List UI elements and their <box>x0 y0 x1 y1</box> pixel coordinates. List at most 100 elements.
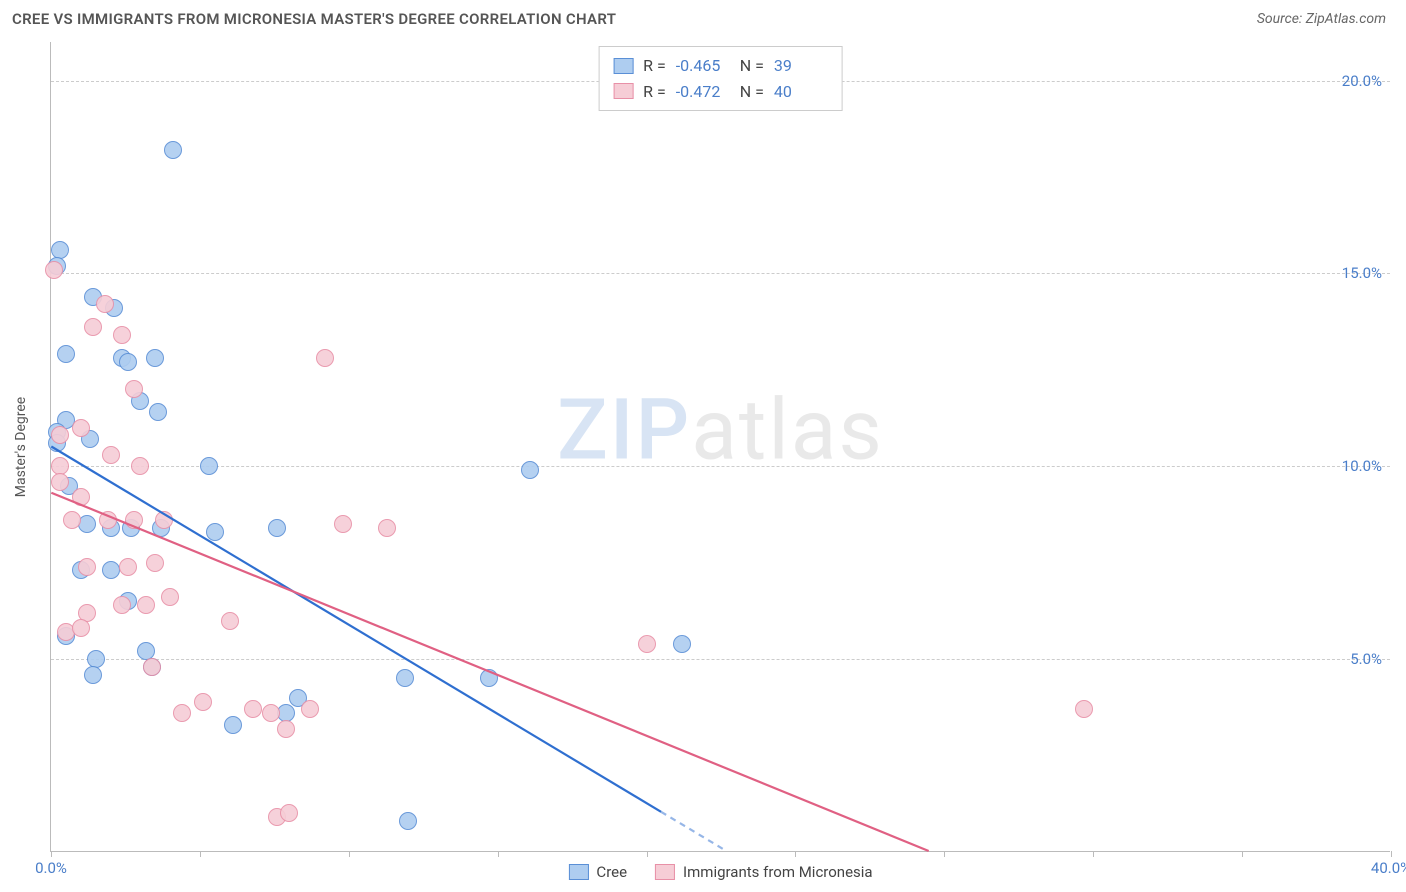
gridline-y <box>51 466 1390 467</box>
data-point-cree <box>146 349 164 367</box>
data-point-cree <box>521 461 539 479</box>
stats-legend: R = -0.465 N = 39 R = -0.472 N = 40 <box>598 46 843 111</box>
data-point-cree <box>102 561 120 579</box>
data-point-micronesia <box>146 554 164 572</box>
data-point-micronesia <box>143 658 161 676</box>
x-tick <box>349 851 350 857</box>
data-point-micronesia <box>262 704 280 722</box>
data-point-micronesia <box>334 515 352 533</box>
data-point-micronesia <box>72 619 90 637</box>
n-value: 39 <box>774 53 828 79</box>
y-tick-label: 5.0% <box>1350 650 1382 668</box>
data-point-micronesia <box>221 612 239 630</box>
gridline-y <box>51 659 1390 660</box>
r-label: R = <box>643 53 666 79</box>
y-axis-title: Master's Degree <box>13 396 29 496</box>
trend-lines-svg <box>51 42 1390 851</box>
watermark: ZIPatlas <box>557 381 884 480</box>
x-tick <box>1391 851 1392 857</box>
data-point-micronesia <box>244 700 262 718</box>
swatch-micronesia <box>613 83 633 99</box>
data-point-micronesia <box>119 558 137 576</box>
x-tick <box>51 851 52 857</box>
data-point-micronesia <box>137 596 155 614</box>
watermark-atlas: atlas <box>691 381 884 480</box>
n-label: N = <box>740 53 764 79</box>
series-legend: Cree Immigrants from Micronesia <box>568 863 872 881</box>
data-point-cree <box>268 519 286 537</box>
watermark-zip: ZIP <box>557 381 691 480</box>
data-point-cree <box>399 812 417 830</box>
data-point-micronesia <box>638 635 656 653</box>
y-tick-label: 15.0% <box>1342 264 1382 282</box>
data-point-micronesia <box>125 511 143 529</box>
data-point-micronesia <box>51 473 69 491</box>
x-tick-label: 0.0% <box>35 859 67 877</box>
legend-item-micronesia: Immigrants from Micronesia <box>655 863 873 881</box>
data-point-micronesia <box>155 511 173 529</box>
swatch-cree <box>613 58 633 74</box>
stats-row-micronesia: R = -0.472 N = 40 <box>613 79 828 105</box>
data-point-micronesia <box>125 380 143 398</box>
data-point-cree <box>164 141 182 159</box>
source-label: Source: ZipAtlas.com <box>1257 11 1386 27</box>
legend-label: Immigrants from Micronesia <box>683 863 873 881</box>
data-point-micronesia <box>72 488 90 506</box>
n-label: N = <box>740 79 764 105</box>
x-tick-label: 40.0% <box>1371 859 1406 877</box>
data-point-micronesia <box>78 558 96 576</box>
data-point-micronesia <box>173 704 191 722</box>
data-point-micronesia <box>378 519 396 537</box>
data-point-cree <box>149 403 167 421</box>
chart-title: CREE VS IMMIGRANTS FROM MICRONESIA MASTE… <box>12 10 616 28</box>
gridline-y <box>51 273 1390 274</box>
y-tick-label: 20.0% <box>1342 72 1382 90</box>
data-point-micronesia <box>194 693 212 711</box>
data-point-micronesia <box>113 326 131 344</box>
data-point-cree <box>480 669 498 687</box>
x-tick <box>1093 851 1094 857</box>
n-value: 40 <box>774 79 828 105</box>
data-point-cree <box>206 523 224 541</box>
data-point-cree <box>396 669 414 687</box>
header-bar: CREE VS IMMIGRANTS FROM MICRONESIA MASTE… <box>0 0 1406 36</box>
legend-label: Cree <box>596 863 627 881</box>
legend-item-cree: Cree <box>568 863 627 881</box>
data-point-micronesia <box>1075 700 1093 718</box>
data-point-micronesia <box>45 261 63 279</box>
r-value: -0.472 <box>676 79 730 105</box>
data-point-micronesia <box>102 446 120 464</box>
data-point-micronesia <box>131 457 149 475</box>
data-point-cree <box>224 716 242 734</box>
swatch-cree <box>568 864 588 880</box>
x-tick <box>795 851 796 857</box>
stats-row-cree: R = -0.465 N = 39 <box>613 53 828 79</box>
data-point-micronesia <box>113 596 131 614</box>
data-point-micronesia <box>280 804 298 822</box>
data-point-cree <box>200 457 218 475</box>
data-point-micronesia <box>161 588 179 606</box>
data-point-micronesia <box>316 349 334 367</box>
data-point-micronesia <box>99 511 117 529</box>
data-point-micronesia <box>51 426 69 444</box>
data-point-cree <box>84 666 102 684</box>
data-point-micronesia <box>96 295 114 313</box>
data-point-micronesia <box>63 511 81 529</box>
data-point-micronesia <box>277 720 295 738</box>
data-point-cree <box>673 635 691 653</box>
data-point-micronesia <box>72 419 90 437</box>
chart-plot-area: Master's Degree ZIPatlas R =-0.465N =39R… <box>50 42 1390 852</box>
x-tick <box>498 851 499 857</box>
x-tick <box>200 851 201 857</box>
r-label: R = <box>643 79 666 105</box>
x-tick <box>944 851 945 857</box>
data-point-micronesia <box>84 318 102 336</box>
r-value: -0.465 <box>676 53 730 79</box>
x-tick <box>1242 851 1243 857</box>
data-point-cree <box>119 353 137 371</box>
data-point-cree <box>57 345 75 363</box>
swatch-micronesia <box>655 864 675 880</box>
data-point-micronesia <box>301 700 319 718</box>
x-tick <box>647 851 648 857</box>
y-tick-label: 10.0% <box>1342 457 1382 475</box>
